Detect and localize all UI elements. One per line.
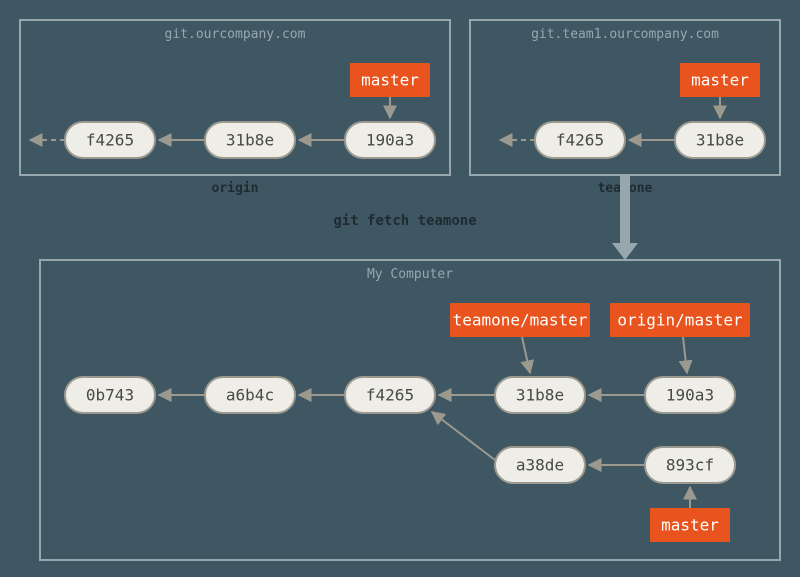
- ref-tag: master: [350, 63, 430, 97]
- parent-arrow: [432, 412, 495, 460]
- svg-text:31b8e: 31b8e: [516, 386, 564, 405]
- origin-label: origin: [212, 181, 259, 196]
- commit-node: a38de: [495, 447, 585, 483]
- svg-text:0b743: 0b743: [86, 386, 134, 405]
- svg-text:master: master: [361, 71, 419, 90]
- commit-node: f4265: [535, 122, 625, 158]
- svg-text:31b8e: 31b8e: [226, 131, 274, 150]
- svg-text:master: master: [691, 71, 749, 90]
- commit-node: 0b743: [65, 377, 155, 413]
- commit-node: 190a3: [345, 122, 435, 158]
- ref-tag: teamone/master: [450, 303, 590, 337]
- commit-node: f4265: [345, 377, 435, 413]
- svg-text:teamone/master: teamone/master: [453, 311, 588, 330]
- local-title: My Computer: [367, 267, 453, 282]
- svg-text:31b8e: 31b8e: [696, 131, 744, 150]
- ref-arrow: [522, 337, 530, 373]
- commit-node: a6b4c: [205, 377, 295, 413]
- commit-node: 31b8e: [495, 377, 585, 413]
- ref-tag: origin/master: [610, 303, 750, 337]
- svg-text:f4265: f4265: [556, 131, 604, 150]
- svg-text:a38de: a38de: [516, 456, 564, 475]
- ref-tag: master: [680, 63, 760, 97]
- svg-text:190a3: 190a3: [666, 386, 714, 405]
- commit-node: 190a3: [645, 377, 735, 413]
- svg-text:origin/master: origin/master: [617, 311, 743, 330]
- svg-text:190a3: 190a3: [366, 131, 414, 150]
- svg-text:f4265: f4265: [366, 386, 414, 405]
- svg-text:f4265: f4265: [86, 131, 134, 150]
- commit-node: 31b8e: [205, 122, 295, 158]
- ref-arrow: [683, 337, 687, 373]
- teamone-title: git.team1.ourcompany.com: [531, 27, 719, 42]
- svg-text:893cf: 893cf: [666, 456, 714, 475]
- ref-tag: master: [650, 508, 730, 542]
- action-label: git fetch teamone: [333, 213, 476, 229]
- commit-node: 893cf: [645, 447, 735, 483]
- git-fetch-diagram: git.ourcompany.com origin git.team1.ourc…: [0, 0, 800, 577]
- commit-node: 31b8e: [675, 122, 765, 158]
- svg-text:a6b4c: a6b4c: [226, 386, 274, 405]
- svg-text:master: master: [661, 516, 719, 535]
- origin-title: git.ourcompany.com: [165, 27, 306, 42]
- commit-node: f4265: [65, 122, 155, 158]
